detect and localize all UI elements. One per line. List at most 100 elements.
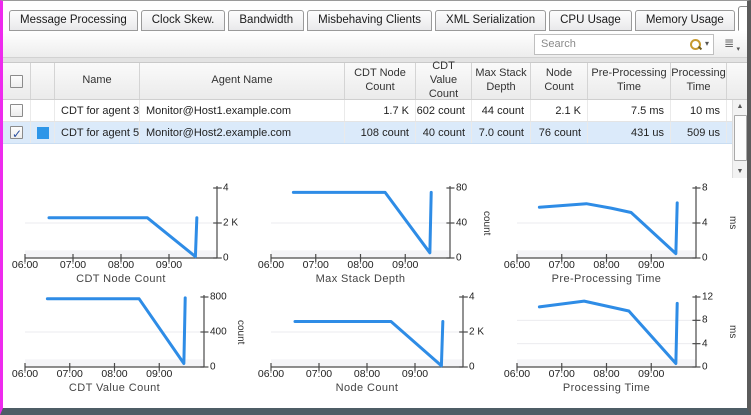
x-tick-label: 09:00 bbox=[401, 368, 429, 380]
tab-cdt-submission[interactable]: CDT Submission bbox=[737, 6, 747, 31]
y-tick-label: 0 bbox=[210, 361, 216, 373]
chart-line bbox=[47, 298, 185, 364]
chart-line bbox=[293, 192, 431, 252]
header-checkbox[interactable] bbox=[10, 74, 23, 88]
x-tick-label: 07:00 bbox=[548, 368, 575, 380]
chart-title: CDT Value Count bbox=[68, 382, 161, 394]
list-lines-icon: ≣ bbox=[724, 36, 735, 50]
column-header-agent-name[interactable]: Agent Name bbox=[140, 63, 345, 99]
toolbar: ▾ ≣ ▾ bbox=[3, 31, 747, 57]
y-tick-label: 0 bbox=[223, 252, 229, 264]
scrollbar-thumb[interactable] bbox=[733, 115, 747, 161]
tab-message-processing[interactable]: Message Processing bbox=[9, 10, 138, 31]
cell-value: 509 us bbox=[671, 122, 727, 143]
search-input[interactable] bbox=[541, 38, 689, 50]
cell-value: 7.0 count bbox=[472, 122, 531, 143]
cell-name: CDT for agent 5 bbox=[55, 122, 140, 143]
x-tick-label: 06:00 bbox=[11, 368, 39, 380]
row-checkbox[interactable] bbox=[10, 104, 23, 117]
cell-value: 431 us bbox=[588, 122, 671, 143]
column-header-node-count[interactable]: Node Count bbox=[531, 63, 588, 99]
y-axis-labels: 0 40 80 bbox=[450, 183, 480, 264]
column-header-processing-time[interactable]: Processing Time bbox=[671, 63, 727, 99]
y-tick-label: 8 bbox=[702, 314, 708, 326]
y-axis-labels: 0 2 K 4 bbox=[463, 292, 493, 373]
cell-value: 44 count bbox=[472, 100, 531, 121]
x-tick-label: 08:00 bbox=[107, 259, 135, 271]
chart-line bbox=[295, 322, 443, 366]
cell-name: CDT for agent 3 bbox=[55, 100, 140, 121]
cell-value: 76 count bbox=[531, 122, 588, 143]
y-tick-label: 0 bbox=[456, 252, 462, 264]
x-tick-label: 06:00 bbox=[503, 259, 531, 271]
scrollbar-track[interactable] bbox=[733, 113, 748, 165]
chevron-down-icon: ▾ bbox=[736, 46, 740, 53]
column-header-pre-processing-time[interactable]: Pre-Processing Time bbox=[588, 63, 671, 99]
column-header-max-stack-depth[interactable]: Max Stack Depth bbox=[472, 63, 531, 99]
row-checkbox[interactable] bbox=[10, 124, 23, 143]
chart-title: CDT Node Count bbox=[76, 273, 166, 285]
chart-canvas bbox=[25, 297, 204, 367]
chart-plot bbox=[271, 188, 450, 258]
search-box[interactable]: ▾ bbox=[534, 33, 714, 55]
tab-memory-usage[interactable]: Memory Usage bbox=[634, 10, 735, 31]
x-tick-label: 08:00 bbox=[101, 368, 128, 380]
chart-line bbox=[539, 301, 677, 363]
y-tick-label: 800 bbox=[210, 291, 227, 303]
column-header-cdt-node-count[interactable]: CDT Node Count bbox=[345, 63, 416, 99]
row-checkbox-cell[interactable] bbox=[3, 100, 31, 121]
x-axis-labels: 06:00 07:00 08:00 09:00 bbox=[12, 367, 204, 381]
data-grid: Name Agent Name CDT Node Count CDT Value Co… bbox=[3, 60, 747, 178]
cell-value: 10 ms bbox=[671, 100, 727, 121]
x-tick-label: 07:00 bbox=[56, 368, 83, 380]
row-swatch-cell bbox=[31, 100, 55, 121]
x-axis-labels: 06:00 07:00 08:00 09:00 bbox=[504, 258, 696, 272]
column-header-cdt-value-count[interactable]: CDT Value Count bbox=[416, 60, 472, 100]
tab-clock-skew[interactable]: Clock Skew. bbox=[140, 10, 226, 31]
table-scrollbar[interactable]: ▲ ▼ bbox=[732, 100, 747, 178]
grid-body: CDT for agent 3 Monitor@Host1.example.com… bbox=[3, 100, 732, 178]
y-tick-label: 4 bbox=[223, 182, 229, 194]
column-chooser-icon[interactable]: ≣ ▾ bbox=[722, 36, 740, 53]
y-tick-label: 2 K bbox=[469, 326, 485, 338]
x-tick-label: 09:00 bbox=[146, 368, 173, 380]
table-row[interactable]: CDT for agent 3 Monitor@Host1.example.com… bbox=[3, 100, 732, 122]
x-axis-labels: 06:00 07:00 08:00 09:00 bbox=[258, 367, 463, 381]
search-icon[interactable] bbox=[689, 38, 702, 51]
row-swatch-cell bbox=[31, 122, 55, 143]
cell-value: 108 count bbox=[345, 122, 416, 143]
x-tick-label: 06:00 bbox=[503, 368, 531, 380]
x-tick-label: 07:00 bbox=[305, 368, 333, 380]
header-checkbox-cell[interactable] bbox=[3, 63, 31, 99]
chart-max-stack-depth: 0 40 80 count 06:00 07:00 08:00 09:00 Max Stack … bbox=[255, 183, 493, 286]
y-tick-label: 40 bbox=[456, 217, 468, 229]
y-axis-labels: 0 400 800 bbox=[204, 292, 234, 373]
chart-title: Max Stack Depth bbox=[315, 273, 406, 285]
x-tick-label: 08:00 bbox=[347, 259, 374, 271]
y-tick-label: 8 bbox=[702, 182, 708, 194]
grid-top-strip bbox=[3, 57, 747, 63]
cell-value: 602 count bbox=[416, 100, 472, 121]
row-checkbox-cell[interactable] bbox=[3, 122, 31, 143]
tab-cpu-usage[interactable]: CPU Usage bbox=[549, 10, 632, 31]
chart-plot bbox=[25, 297, 204, 367]
y-tick-label: 12 bbox=[702, 291, 714, 303]
tab-xml-serialization[interactable]: XML Serialization bbox=[435, 10, 547, 31]
scroll-up-button[interactable]: ▲ bbox=[736, 103, 744, 110]
chart-canvas bbox=[271, 297, 463, 367]
y-axis-labels: 0 2 K 4 bbox=[217, 183, 247, 264]
column-header-name[interactable]: Name bbox=[55, 63, 140, 99]
chart-pre-processing-time: 0 4 8 ms 06:00 07:00 08:00 09:00 Pre-Processing … bbox=[501, 183, 739, 286]
chart-node-count: 0 2 K 4 06:00 07:00 08:00 09:00 Node Count bbox=[255, 292, 493, 395]
x-axis-labels: 06:00 07:00 08:00 09:00 bbox=[258, 258, 450, 272]
scroll-down-button[interactable]: ▼ bbox=[736, 168, 744, 175]
tab-misbehaving-clients[interactable]: Misbehaving Clients bbox=[307, 10, 433, 31]
chart-plot bbox=[271, 297, 463, 367]
y-tick-label: 4 bbox=[702, 338, 708, 350]
grid-header-row: Name Agent Name CDT Node Count CDT Value Co… bbox=[3, 60, 747, 100]
tab-bandwidth[interactable]: Bandwidth bbox=[228, 10, 305, 31]
search-dropdown-arrow-icon[interactable]: ▾ bbox=[704, 39, 709, 48]
y-tick-label: 2 K bbox=[223, 217, 239, 229]
table-row[interactable]: CDT for agent 5Monitor@Host2.example.com… bbox=[3, 122, 732, 144]
chart-line bbox=[539, 203, 677, 254]
